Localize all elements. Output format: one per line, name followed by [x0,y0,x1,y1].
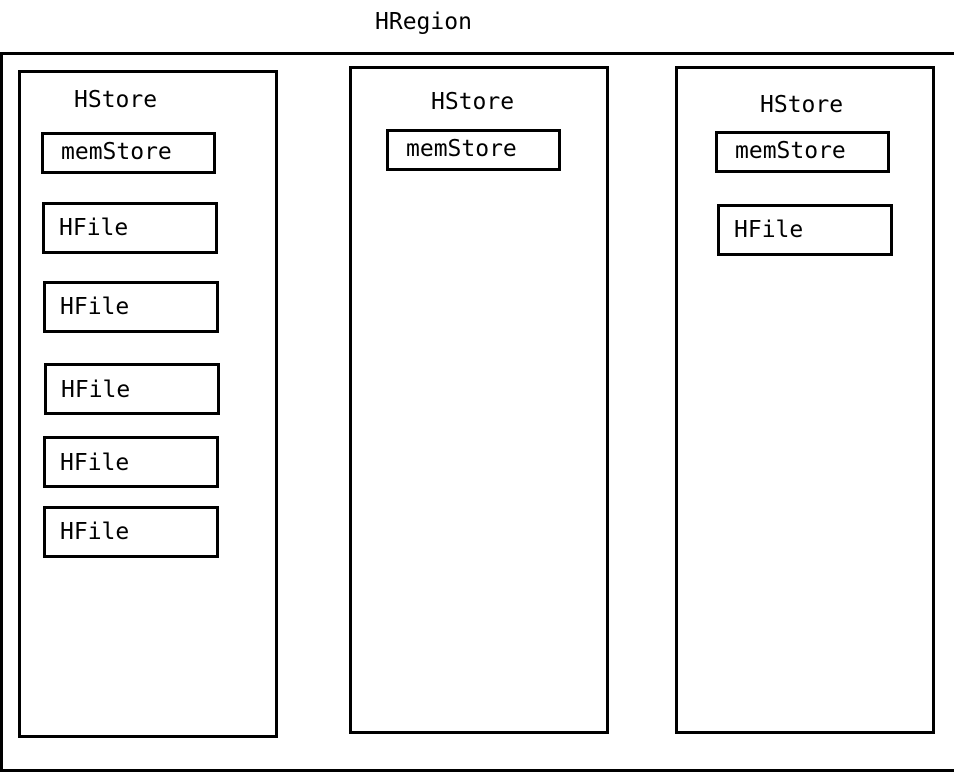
hstore-3-label: HStore [760,92,844,118]
hstore-1-hfile-4: HFile [43,436,219,488]
hstore-3-memstore: memStore [715,131,890,173]
hstore-3 [675,66,935,734]
hstore-2-memstore: memStore [386,129,561,171]
hstore-1-label: HStore [74,87,158,113]
hstore-1-memstore: memStore [41,132,216,174]
hstore-1-hfile-3: HFile [44,363,220,415]
hstore-3-hfile-1: HFile [717,204,893,256]
hstore-1-hfile-5: HFile [43,506,219,558]
hstore-2 [349,66,609,734]
hstore-1-hfile-2: HFile [43,281,219,333]
region-title: HRegion [375,9,472,35]
hstore-2-label: HStore [431,89,515,115]
edge-mark [0,372,2,378]
hstore-1-hfile-1: HFile [42,202,218,254]
